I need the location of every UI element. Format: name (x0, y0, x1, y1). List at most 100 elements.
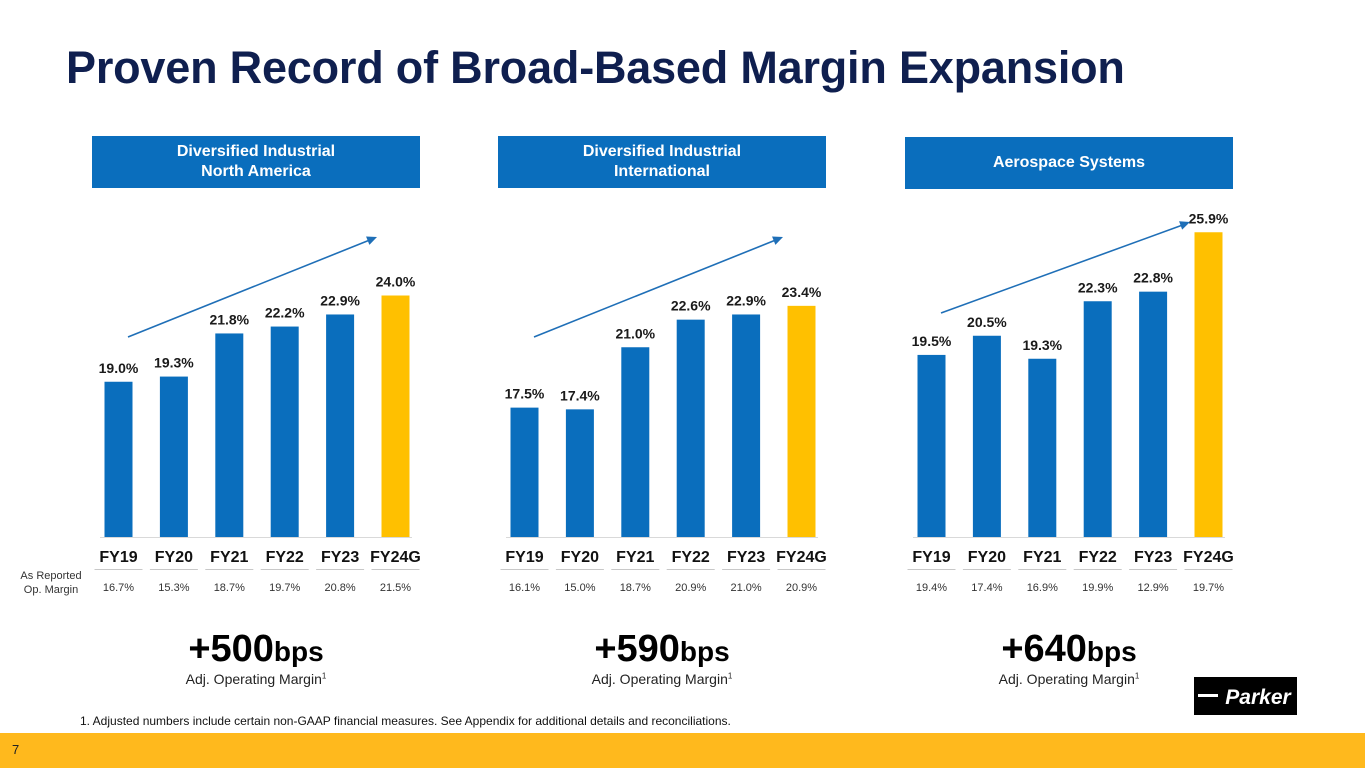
category-label: FY20 (561, 549, 599, 566)
bar-fy19 (510, 407, 539, 537)
panel-header-international: Diversified Industrial International (498, 136, 826, 188)
data-label: 19.3% (154, 355, 194, 371)
parker-logo: Parker (1194, 677, 1297, 715)
chart-title: Aerospace Systems (905, 137, 1233, 189)
data-label: 22.6% (671, 298, 711, 314)
footnote-ref: 1 (1134, 671, 1140, 681)
data-label: 22.8% (1133, 270, 1173, 286)
footer-bar: 7 (0, 733, 1365, 768)
summary-aerospace: +640bps Adj. Operating Margin1 (905, 628, 1233, 687)
data-label: 17.4% (560, 387, 600, 403)
footnote: 1. Adjusted numbers include certain non-… (80, 714, 731, 728)
category-label: FY20 (968, 549, 1006, 566)
bar-fy23 (732, 314, 761, 537)
category-label: FY21 (1023, 549, 1061, 566)
bar-fy22 (1083, 301, 1112, 537)
bar-fy24g (381, 295, 410, 537)
chart-title: Diversified Industrial International (498, 136, 826, 188)
summary-label: Adj. Operating Margin (591, 671, 728, 687)
category-label: FY22 (1079, 549, 1117, 566)
as-reported-value: 18.7% (620, 582, 651, 594)
footnote-ref: 1 (321, 671, 327, 681)
bar-fy20 (159, 376, 188, 537)
as-reported-value: 20.9% (786, 582, 817, 594)
bar-fy23 (326, 314, 355, 537)
category-label: FY24G (776, 549, 827, 566)
summary-unit: bps (273, 636, 324, 667)
bar-fy22 (270, 326, 299, 537)
summary-label: Adj. Operating Margin (185, 671, 322, 687)
bar-fy22 (676, 319, 705, 537)
as-reported-value: 18.7% (214, 582, 245, 594)
panel-header-aerospace: Aerospace Systems (905, 137, 1233, 189)
category-label: FY22 (266, 549, 304, 566)
category-label: FY23 (727, 549, 765, 566)
data-label: 24.0% (376, 274, 416, 290)
trend-arrow-line (533, 238, 778, 338)
data-label: 23.4% (782, 284, 822, 300)
summary-label: Adj. Operating Margin (998, 671, 1135, 687)
chart-title: Diversified Industrial North America (92, 136, 420, 188)
slide-title: Proven Record of Broad-Based Margin Expa… (66, 42, 1125, 93)
as-reported-value: 21.0% (730, 582, 761, 594)
category-label: FY21 (616, 549, 654, 566)
logo-text: Parker (1225, 686, 1292, 709)
trend-arrow-head (772, 236, 783, 245)
data-label: 22.3% (1078, 279, 1118, 295)
as-reported-value: 19.7% (1193, 582, 1224, 594)
category-label: FY19 (505, 549, 543, 566)
bar-fy21 (621, 347, 650, 537)
category-label: FY23 (321, 549, 359, 566)
category-label: FY19 (912, 549, 950, 566)
as-reported-value: 19.7% (269, 582, 300, 594)
trend-arrow-head (1179, 221, 1190, 230)
category-label: FY20 (155, 549, 193, 566)
bar-fy19 (104, 381, 133, 537)
category-label: FY19 (99, 549, 137, 566)
as-reported-value: 17.4% (971, 582, 1002, 594)
category-label: FY24G (1183, 549, 1234, 566)
data-label: 25.9% (1189, 210, 1229, 226)
bar-fy20 (565, 409, 594, 537)
as-reported-value: 12.9% (1137, 582, 1168, 594)
panel-header-north-america: Diversified Industrial North America (92, 136, 420, 188)
bar-fy21 (215, 333, 244, 537)
as-reported-caption: As Reported Op. Margin (20, 570, 82, 596)
data-label: 19.0% (99, 360, 139, 376)
bar-fy24g (787, 305, 816, 537)
as-reported-value: 19.9% (1082, 582, 1113, 594)
summary-value: +500 (188, 628, 274, 670)
data-label: 17.5% (505, 386, 545, 402)
summary-value: +640 (1001, 628, 1087, 670)
as-reported-value: 20.8% (324, 582, 355, 594)
category-label: FY23 (1134, 549, 1172, 566)
as-reported-value: 16.9% (1027, 582, 1058, 594)
bar-fy24g (1194, 232, 1223, 537)
data-label: 19.3% (1022, 337, 1062, 353)
data-label: 22.9% (726, 292, 766, 308)
trend-arrow-line (940, 223, 1185, 314)
as-reported-value: 20.9% (675, 582, 706, 594)
summary-value: +590 (594, 628, 680, 670)
bar-fy19 (917, 354, 946, 537)
bar-fy21 (1028, 358, 1057, 537)
summary-international: +590bps Adj. Operating Margin1 (498, 628, 826, 687)
page-number: 7 (12, 742, 20, 757)
as-reported-value: 16.7% (103, 582, 134, 594)
data-label: 19.5% (912, 333, 952, 349)
footnote-ref: 1 (727, 671, 733, 681)
bar-fy23 (1139, 291, 1168, 537)
as-reported-value: 19.4% (916, 582, 947, 594)
summary-north-america: +500bps Adj. Operating Margin1 (92, 628, 420, 687)
summary-unit: bps (679, 636, 730, 667)
as-reported-value: 16.1% (509, 582, 540, 594)
bar-fy20 (972, 335, 1001, 537)
data-label: 22.2% (265, 305, 305, 321)
category-label: FY21 (210, 549, 248, 566)
data-label: 22.9% (320, 292, 360, 308)
charts-canvas: 19.0% FY19 16.7% 19.3% FY20 15.3% 21.8% FY21 18.… (94, 210, 1234, 594)
trend-arrow-head (366, 236, 377, 245)
as-reported-value: 21.5% (380, 582, 411, 594)
summary-unit: bps (1086, 636, 1137, 667)
as-reported-value: 15.3% (158, 582, 189, 594)
